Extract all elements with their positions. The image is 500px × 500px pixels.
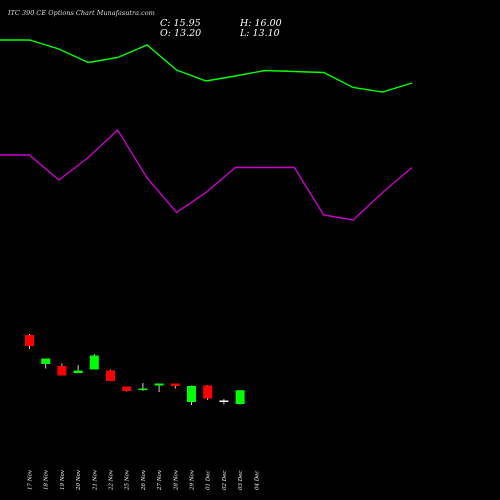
x-tick-label: 18 Nov [44,469,50,490]
high-readout: H: 16.00 [240,18,282,29]
candle-body [57,366,67,376]
candle-body [25,335,34,346]
x-tick-label: 26 Nov [141,469,147,491]
candle-body [138,388,148,390]
candle-body [41,358,51,364]
high-value: 16.00 [254,18,282,29]
x-tick-label: 22 Nov [109,469,115,491]
candle-body [73,370,83,373]
open-label: O: [160,28,171,39]
close-value: 15.95 [173,18,201,29]
x-tick-label: 03 Dec [238,471,244,491]
high-label: H: [240,18,252,29]
candle-body [106,370,115,381]
x-tick-label: 25 Nov [125,469,131,491]
candle-body [187,386,196,402]
x-tick-label: 28 Nov [173,469,179,491]
x-tick-label: 19 Nov [60,469,66,490]
candle-body [154,383,164,386]
x-tick-label: 02 Dec [222,471,228,491]
x-tick-label: 04 Dec [254,471,260,491]
low-label: L: [240,28,250,39]
x-tick-label: 29 Nov [190,469,196,491]
open-readout: O: 13.20 [160,28,201,39]
x-tick-label: 21 Nov [92,469,98,491]
candle-body [219,400,229,402]
candle-body [170,383,180,386]
chart-title: ITC 390 CE Options Chart Munafasutra.com [8,9,155,17]
upper-line-series [0,39,413,93]
x-tick-label: 17 Nov [28,469,34,490]
close-readout: C: 15.95 [160,18,201,29]
candle-body [235,390,245,404]
candle-body [203,385,213,399]
x-tick-label: 01 Dec [206,471,212,491]
lower-line-series [0,128,413,221]
x-tick-label: 27 Nov [157,469,163,491]
open-value: 13.20 [174,28,202,39]
close-label: C: [160,18,171,29]
low-readout: L: 13.10 [240,28,280,39]
x-tick-label: 20 Nov [76,469,82,491]
candle-body [89,355,99,370]
candle-body [122,386,132,391]
low-value: 13.10 [252,28,280,39]
